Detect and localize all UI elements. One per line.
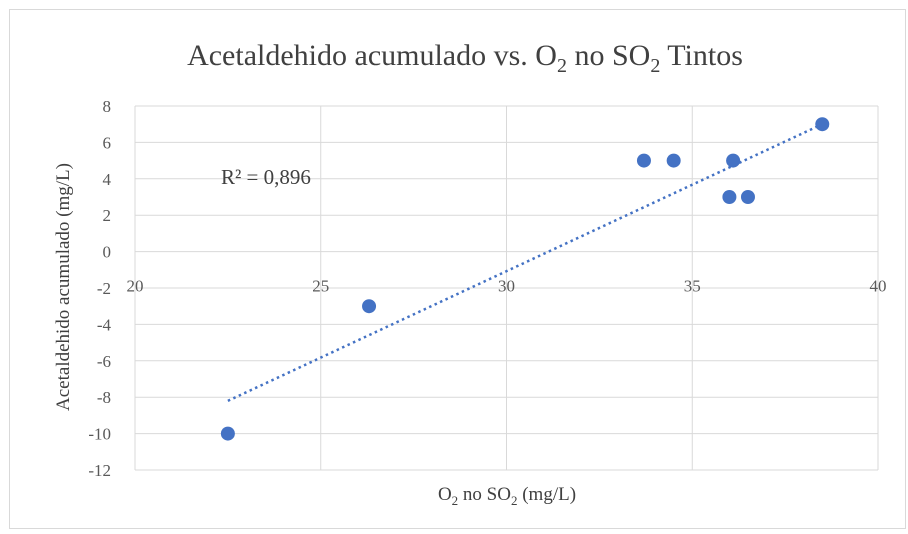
x-tick-label-0: 20 [127, 277, 144, 296]
x-tick-label-1: 25 [312, 277, 329, 296]
x-tick-labels: 20 25 30 35 40 [127, 277, 887, 296]
xlabel-part-3: (mg/L) [517, 484, 576, 505]
trendline-group [227, 123, 823, 402]
title-subscript-2a: 2 [557, 55, 567, 77]
y-tick-label-5: -2 [97, 279, 111, 298]
x-tick-label-4: 40 [870, 277, 887, 296]
data-point-2 [636, 153, 651, 168]
title-subscript-2b: 2 [650, 55, 660, 77]
x-tick-label-2: 30 [498, 277, 515, 296]
chart-title: Acetaldehido acumulado vs. O2 no SO2 Tin… [187, 39, 743, 77]
y-tick-label-4: 0 [103, 243, 112, 262]
data-point-5 [726, 153, 741, 168]
y-tick-label-0: 8 [103, 97, 112, 116]
points-group [220, 117, 830, 441]
y-tick-labels: 8 6 4 2 0 -2 -4 -6 -8 -10 -12 [88, 97, 111, 480]
y-tick-label-2: 4 [103, 170, 112, 189]
data-point-3 [666, 153, 681, 168]
xlabel-part-2: no SO [458, 484, 511, 505]
trendline [227, 123, 823, 402]
data-point-7 [815, 117, 830, 132]
xlabel-part-1: O [438, 484, 452, 505]
data-point-4 [722, 190, 737, 204]
y-tick-label-8: -8 [97, 388, 111, 407]
chart-frame [9, 9, 906, 529]
y-tick-label-1: 6 [103, 133, 112, 152]
y-tick-label-9: -10 [88, 425, 111, 444]
x-axis-title: O2 no SO2 (mg/L) [438, 484, 576, 508]
y-tick-label-3: 2 [103, 206, 112, 225]
data-point-0 [220, 426, 235, 441]
title-part-2: no SO [567, 39, 650, 72]
data-point-1 [362, 299, 377, 314]
xlabel-subscript-a: 2 [452, 493, 459, 508]
x-tick-label-3: 35 [684, 277, 701, 296]
y-tick-label-10: -12 [88, 461, 111, 480]
y-tick-label-7: -6 [97, 352, 111, 371]
data-point-6 [740, 190, 755, 204]
xlabel-subscript-b: 2 [511, 493, 518, 508]
title-part-3: Tintos [660, 39, 743, 72]
r-squared-annotation: R² = 0,896 [221, 165, 311, 189]
title-part-1: Acetaldehido acumulado vs. O [187, 39, 557, 72]
y-tick-label-6: -4 [97, 315, 112, 334]
y-axis-title: Acetaldehido acumulado (mg/L) [53, 163, 74, 411]
grid [134, 105, 879, 471]
